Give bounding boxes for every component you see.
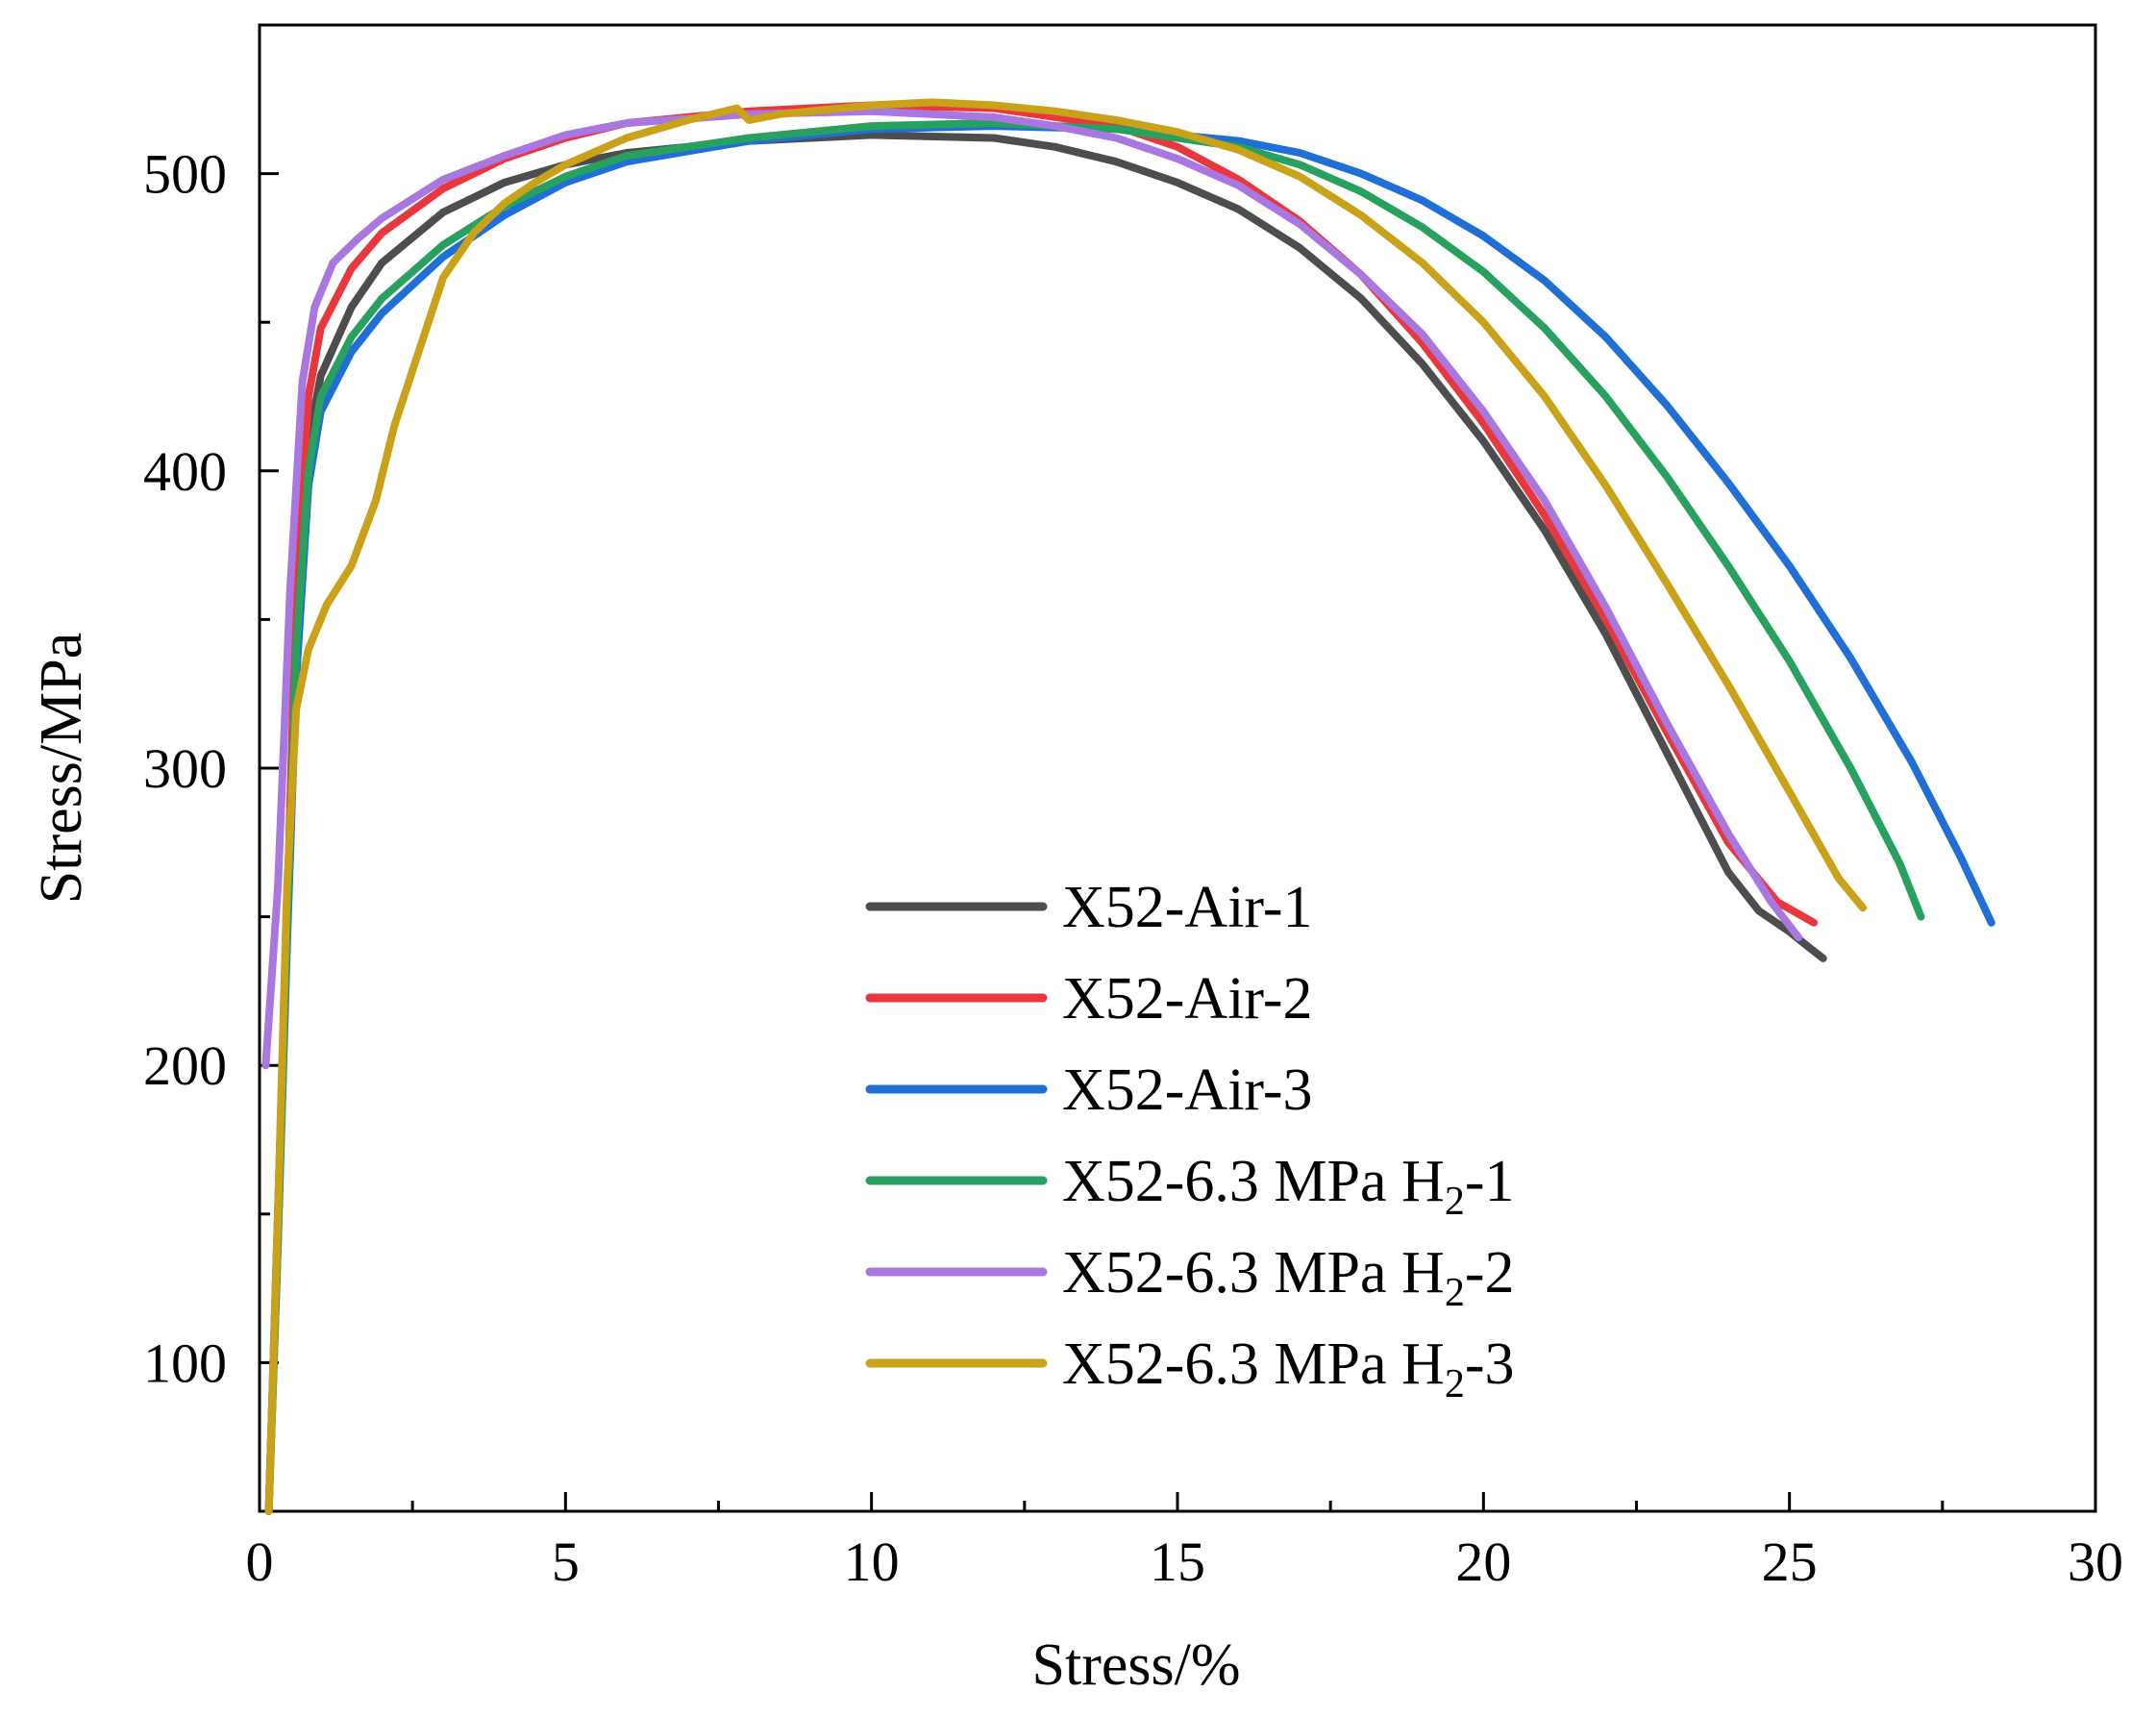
series-lines bbox=[261, 98, 1995, 1515]
legend-label-tail: -3 bbox=[1465, 1331, 1515, 1397]
legend-label-1: X52-Air-1 bbox=[1062, 875, 1312, 940]
series-line-5 bbox=[261, 107, 1803, 1070]
y-tick-label: 400 bbox=[143, 440, 227, 503]
legend-label-main: X52-6.3 MPa H bbox=[1062, 1240, 1445, 1306]
legend-label-5: X52-6.3 MPa H2-2 bbox=[1062, 1240, 1514, 1315]
legend-label-main: X52-6.3 MPa H bbox=[1062, 1331, 1445, 1397]
legend-label-tail: -1 bbox=[1465, 1149, 1515, 1214]
legend-label-subscript: 2 bbox=[1445, 1362, 1465, 1406]
legend-label-subscript: 2 bbox=[1445, 1180, 1465, 1224]
y-axis-title: Stress/MPa bbox=[29, 633, 94, 904]
axis-ticks bbox=[258, 172, 2097, 1511]
x-tick-label: 0 bbox=[246, 1530, 274, 1593]
x-axis-title: Stress/% bbox=[1032, 1632, 1241, 1698]
legend-label-4: X52-6.3 MPa H2-1 bbox=[1062, 1149, 1514, 1224]
y-tick-label: 300 bbox=[143, 737, 227, 800]
y-tick-label: 100 bbox=[143, 1331, 227, 1394]
x-tick-label: 5 bbox=[552, 1530, 580, 1593]
x-tick-label: 30 bbox=[2068, 1530, 2123, 1593]
legend-label-main: X52-Air-2 bbox=[1062, 966, 1312, 1032]
legend-label-main: X52-Air-1 bbox=[1062, 875, 1312, 940]
y-tick-label: 200 bbox=[143, 1034, 227, 1097]
series-line-4 bbox=[264, 119, 1925, 1515]
x-tick-label: 25 bbox=[1762, 1530, 1818, 1593]
x-tick-label: 15 bbox=[1150, 1530, 1205, 1593]
legend: X52-Air-1 X52-Air-2 X52-Air-3 X52-6.3 MPa H… bbox=[865, 875, 1514, 1406]
x-tick-label: 10 bbox=[844, 1530, 900, 1593]
legend-label-main: X52-6.3 MPa H bbox=[1062, 1149, 1445, 1214]
legend-label-2: X52-Air-2 bbox=[1062, 966, 1312, 1032]
series-line-6 bbox=[264, 98, 1868, 1515]
y-tick-label: 500 bbox=[143, 143, 227, 206]
axis-tick-labels: 0 5 10 15 20 25 30 100 200 300 400 500 bbox=[143, 143, 2123, 1593]
legend-label-subscript: 2 bbox=[1445, 1271, 1465, 1315]
series-line-2 bbox=[264, 101, 1819, 1515]
legend-label-tail: -2 bbox=[1465, 1240, 1515, 1306]
legend-label-3: X52-Air-3 bbox=[1062, 1058, 1312, 1123]
x-tick-label: 20 bbox=[1455, 1530, 1511, 1593]
legend-label-6: X52-6.3 MPa H2-3 bbox=[1062, 1331, 1514, 1406]
series-line-1 bbox=[264, 131, 1827, 1515]
legend-label-main: X52-Air-3 bbox=[1062, 1058, 1312, 1123]
